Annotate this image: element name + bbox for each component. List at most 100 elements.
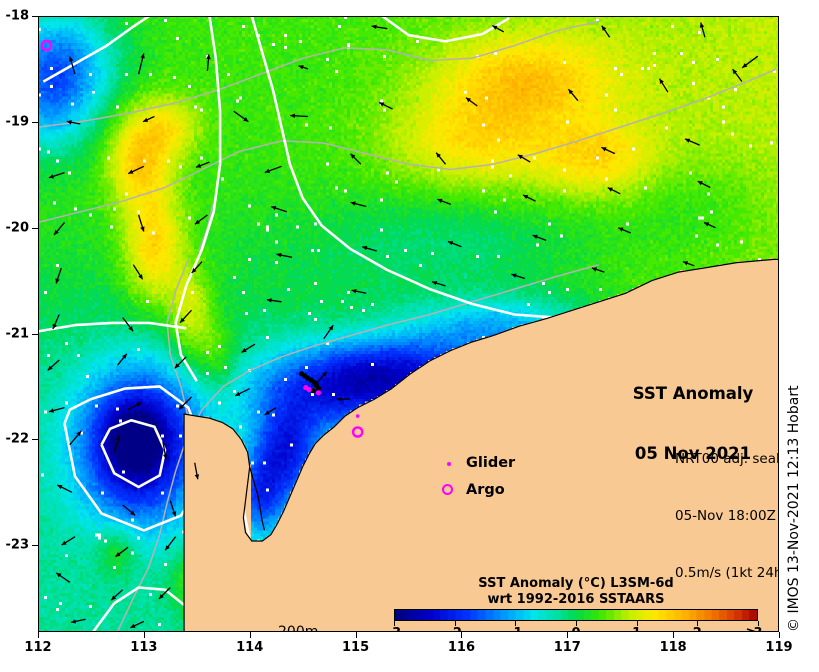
current-vector	[233, 110, 249, 123]
current-vector	[52, 314, 60, 330]
glider-marker-point	[355, 414, 360, 418]
current-vector	[194, 462, 200, 480]
argo-float-marker	[40, 39, 53, 52]
depth-contour-1000m	[38, 68, 778, 224]
colorbar-tick-label: 0	[571, 626, 580, 632]
glider-track-point	[303, 384, 309, 391]
argo-marker-icon	[442, 484, 453, 495]
colorbar-tick	[697, 621, 699, 626]
argo-float-marker	[351, 426, 364, 438]
current-vector	[264, 165, 282, 174]
current-vector	[607, 187, 621, 195]
y-axis-tick-label: -21	[5, 326, 30, 342]
y-axis-tick-label: -20	[5, 220, 30, 236]
current-vector	[437, 198, 452, 206]
current-vector	[142, 115, 155, 123]
colorbar-title: SST Anomaly (°C) L3SM-6d wrt 1992-2016 S…	[394, 576, 758, 607]
current-vector	[113, 435, 121, 453]
current-vector	[699, 22, 706, 38]
current-vector	[336, 396, 351, 402]
depth-contour-200m	[42, 16, 150, 83]
current-vector	[55, 572, 71, 583]
depth-contour-1000m	[38, 20, 600, 128]
current-vector	[162, 441, 168, 460]
y-axis-tick	[32, 227, 38, 229]
glider-track-point	[310, 388, 316, 394]
current-vector	[378, 101, 393, 110]
coastline-overlay	[183, 258, 779, 632]
x-axis-tick	[779, 632, 780, 638]
colorbar-tick	[515, 621, 517, 626]
current-vector	[682, 260, 695, 267]
x-axis-tick	[143, 632, 145, 638]
current-vector	[169, 500, 177, 517]
current-vector	[298, 65, 309, 70]
current-vector	[234, 388, 250, 397]
colorbar-tick-label: -1	[508, 626, 522, 632]
colorbar-tick	[636, 621, 638, 626]
x-axis-tick-label: 112	[24, 640, 52, 655]
colorbar-title-line1: SST Anomaly (°C) L3SM-6d	[478, 576, 674, 591]
colorbar-canvas	[395, 610, 757, 620]
x-axis-tick	[249, 632, 251, 638]
legend-label-glider: Glider	[466, 455, 516, 471]
map-plot-area[interactable]: SST Anomaly 05 Nov 2021 NRT00 adj. seale…	[38, 16, 779, 632]
current-vector	[48, 171, 65, 179]
y-axis-tick	[32, 439, 38, 441]
current-vector	[435, 152, 447, 165]
current-vector	[532, 234, 547, 242]
current-vector	[132, 264, 144, 280]
current-vector	[241, 343, 256, 353]
y-axis-tick-label: -18	[5, 8, 30, 24]
current-vector	[290, 113, 308, 118]
y-axis-tick	[32, 333, 38, 335]
colorbar-tick-label: 1	[632, 626, 641, 632]
current-vector	[266, 298, 282, 303]
colorbar-tick	[576, 621, 577, 626]
current-vector	[174, 356, 187, 369]
x-axis-tick-label: 117	[553, 640, 581, 655]
current-vector	[53, 221, 65, 236]
x-axis-tick-label: 119	[765, 640, 793, 655]
x-axis-tick	[38, 632, 39, 638]
current-vector	[69, 56, 76, 75]
x-axis-tick	[461, 632, 463, 638]
current-vector	[164, 536, 177, 551]
current-vector	[658, 78, 669, 93]
map-title-line2: 05 Nov 2021	[634, 444, 752, 463]
colorbar-tick	[454, 621, 456, 626]
depth-contour-1000m	[116, 263, 600, 632]
current-vector	[158, 587, 171, 600]
velocity-source-label: NRT00 adj. sealevel	[675, 451, 779, 467]
current-vector	[61, 536, 76, 546]
current-vector	[684, 138, 700, 146]
colorbar-gradient	[394, 609, 758, 621]
current-vector	[69, 430, 82, 446]
current-vector	[55, 267, 62, 284]
y-axis-tick-label: -19	[5, 114, 30, 130]
current-vector	[66, 120, 81, 125]
current-vector	[116, 353, 128, 366]
current-vector	[491, 25, 505, 33]
current-vector	[314, 371, 328, 385]
copyright-label: © IMOS 13-Nov-2021 12:13 Hobart	[786, 385, 802, 632]
velocity-time-label: 05-Nov 18:00Z	[675, 508, 776, 524]
x-axis-tick-label: 115	[341, 640, 370, 655]
current-vector	[128, 165, 145, 175]
current-vector	[178, 396, 192, 410]
y-axis-tick	[32, 16, 38, 17]
current-vector	[47, 359, 60, 371]
current-vector	[137, 214, 145, 232]
colorbar-tick-label: 3	[753, 626, 762, 632]
current-vector	[618, 227, 632, 234]
depth-contour-200m	[250, 16, 557, 319]
x-axis-tick	[673, 632, 675, 638]
depth-contour-200m	[174, 16, 222, 382]
x-axis-tick	[567, 632, 569, 638]
y-axis-tick	[32, 121, 38, 123]
current-vector	[522, 194, 536, 202]
current-vector	[323, 324, 334, 340]
current-vector	[465, 97, 478, 107]
colorbar-tick-label: 2	[693, 626, 702, 632]
current-vector	[48, 406, 65, 413]
